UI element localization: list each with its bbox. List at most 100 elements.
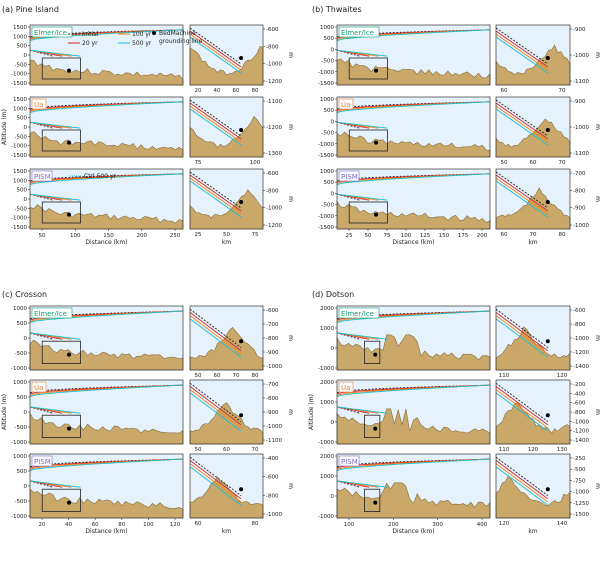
inset-x-axis-label: km [222,528,231,535]
yr500-line-shelf [29,193,81,201]
inset-y-tick-label: -200 [573,382,586,388]
model-label-box [31,26,73,38]
model-label-text: Elmer/Ice [341,29,374,37]
grounding-line-marker [374,212,379,217]
panel-title: (c) Crosson [2,290,47,299]
y-tick-label: 0 [24,336,28,342]
y-tick-label: -1000 [318,214,334,220]
inset-y-axis-label: m [287,196,294,202]
zoom-box [41,57,81,80]
inset-yr500-line [189,392,242,432]
panel-title: (d) Dotson [312,290,354,299]
inset-frame [189,24,264,86]
inset-yr500-line [495,180,549,218]
inset-initial-line [495,382,549,422]
yr500-line-shelf [336,121,388,129]
yr500-line [336,101,491,114]
model-label-box [31,381,47,393]
y-tick-label: 0 [24,484,28,490]
model-label: PISM [338,170,360,182]
inset-yr500-line [495,108,549,146]
inset-y-tick-label: -1100 [573,151,589,157]
inset-bed [495,475,571,519]
inset-bed [495,187,571,230]
y-tick-label: 0 [331,494,335,500]
inset-y-axis-label: m [594,52,600,58]
x-tick-label: 100 [344,522,355,528]
inset-x-tick-label: 60 [233,88,240,94]
inset-y-tick-label: -500 [573,467,586,473]
inset-x-tick-label: 60 [195,521,202,527]
y-tick-label: -1000 [11,144,27,150]
zoom-box [348,129,388,152]
x-tick-label: 125 [420,233,431,239]
inset-y-tick-label: -1000 [573,336,589,342]
inset-y-tick-label: -1500 [573,512,589,518]
legend-bedmachine-label: BedMachine [159,30,196,37]
inset-frame [495,168,571,230]
x-tick-label: 300 [432,522,443,528]
yr500-line-shelf [336,49,388,57]
y-tick-label: 1000 [320,326,334,332]
inset-yr500-line [189,36,242,74]
bed-topography [29,412,184,445]
x-tick-label: 200 [137,233,148,239]
legend-yr100-label: 100 yr [132,31,152,38]
inset-y-tick-label: -1200 [266,79,282,85]
inset-y-tick-label: -1100 [266,438,282,444]
main-plot: Elmer/Ice 1000 500 0 -500 -1000 -1500 [318,24,491,87]
bed-topography [336,408,491,445]
y-tick-label: -1000 [11,366,27,372]
inset-plot: -1100 -1200 -1300 75 100 m [189,96,294,166]
model-label-box [338,381,354,393]
y-tick-label: -500 [15,351,28,357]
x-tick-label: 150 [103,233,114,239]
y-tick-label: -500 [15,206,28,212]
yr500-line [29,458,184,472]
inset-bed [189,116,264,158]
inset-grounding-marker [545,339,550,344]
inset-x-tick-label: 75 [195,160,202,166]
y-tick-label: 1000 [320,97,334,103]
y-tick-label: 0 [24,53,28,59]
yr500-line [29,310,184,324]
y-tick-label: 1500 [13,25,27,31]
yr500-line [336,173,491,186]
yr500-line [29,101,184,114]
model-label: PISM [31,455,53,467]
inset-yr20-line [495,102,549,140]
y-tick-label: -1000 [318,142,334,148]
legend-bedmachine-marker [152,31,156,35]
main-frame [336,379,491,445]
y-tick-label: -1500 [11,81,27,87]
inset-x-tick-label: 60 [501,88,508,94]
panel-4: (d) DotsonElmer/Ice200010000-1000-600-80… [308,290,600,535]
inset-yr100-line [495,33,549,71]
y-tick-label: 500 [324,180,335,186]
y-tick-label: -1500 [11,225,27,231]
inset-y-axis-label: m [594,409,600,415]
model-label: Elmer/Ice [31,307,73,319]
x-tick-label: 60 [92,522,99,528]
zoom-box [41,414,81,439]
inset-x-tick-label: 70 [530,232,537,238]
y-tick-label: -500 [15,134,28,140]
y-axis-label: Altitude (m) [1,109,8,145]
inset-x-tick-label: 60 [214,373,221,379]
grounding-line-marker [67,500,72,505]
inset-bed [189,46,264,86]
inset-y-axis-label: m [594,124,600,130]
inset-yr100-line [495,105,549,143]
inset-y-tick-label: -800 [266,396,279,402]
inset-yr500-line [495,392,549,432]
y-tick-label: 1000 [13,454,27,460]
inset-yr500-line [189,180,242,218]
model-label-text: PISM [341,458,358,466]
inset-plot: -900 -1000 -1100 50 60 70 m [495,96,600,166]
inset-x-tick-label: 50 [195,447,202,453]
y-tick-label: 500 [17,395,28,401]
y-tick-label: 1000 [13,106,27,112]
inset-grounding-marker [239,487,244,492]
inset-y-axis-label: m [594,335,600,341]
